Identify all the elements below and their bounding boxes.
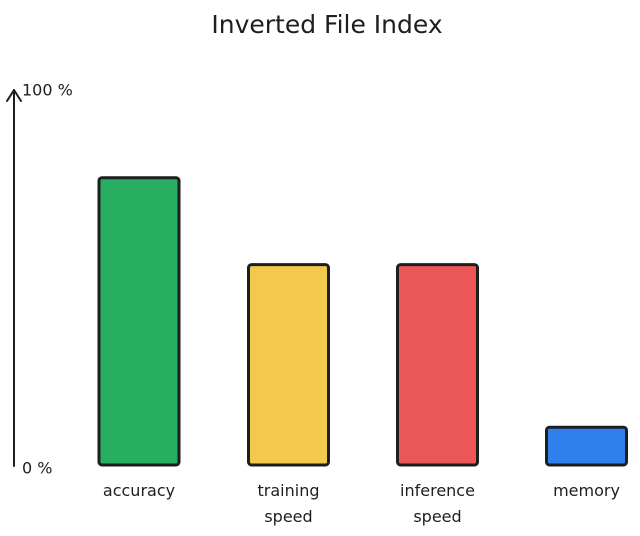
x-tick-label: inference speed: [400, 481, 475, 526]
bar: [545, 425, 628, 467]
x-tick-label: memory: [553, 481, 620, 500]
bar: [247, 263, 330, 467]
chart-title: Inverted File Index: [211, 10, 442, 39]
y-tick-label: 0 %: [22, 459, 52, 478]
x-tick-label: training speed: [257, 481, 320, 526]
bar: [97, 176, 181, 467]
bar: [396, 263, 479, 467]
y-axis-arrow: [6, 89, 22, 102]
x-tick-label: accuracy: [102, 481, 176, 500]
y-tick-label: 100 %: [22, 81, 73, 100]
